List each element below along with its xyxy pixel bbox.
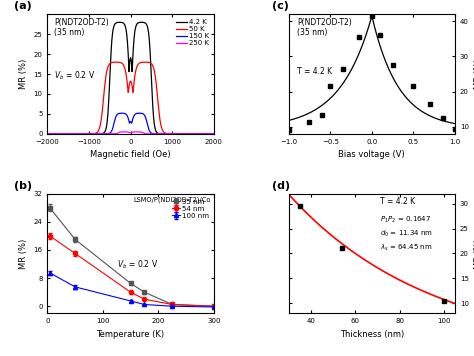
150 K	[211, 132, 217, 136]
50 K	[115, 60, 120, 64]
50 K	[211, 132, 217, 136]
4.2 K	[165, 132, 171, 136]
Legend: 35 nm, 54 nm, 100 nm: 35 nm, 54 nm, 100 nm	[170, 197, 210, 220]
Text: P(NDT2OD-T2)
(35 nm): P(NDT2OD-T2) (35 nm)	[54, 18, 109, 37]
Line: 4.2 K: 4.2 K	[47, 22, 214, 134]
X-axis label: Bias voltage (V): Bias voltage (V)	[338, 150, 405, 159]
Line: 50 K: 50 K	[47, 62, 214, 134]
250 K	[116, 130, 121, 135]
150 K	[45, 132, 50, 136]
Text: (d): (d)	[272, 181, 290, 191]
50 K	[45, 132, 50, 136]
4.2 K	[211, 132, 217, 136]
Text: T = 4.2 K: T = 4.2 K	[297, 67, 332, 76]
Text: P(NDT2OD-T2)
(35 nm): P(NDT2OD-T2) (35 nm)	[297, 18, 352, 37]
Text: $V_b$ = 0.2 V: $V_b$ = 0.2 V	[54, 69, 95, 82]
X-axis label: Temperature (K): Temperature (K)	[97, 330, 164, 339]
4.2 K	[117, 20, 122, 25]
4.2 K	[114, 20, 120, 25]
X-axis label: Magnetic field (Oe): Magnetic field (Oe)	[90, 150, 171, 159]
4.2 K	[124, 30, 129, 35]
4.2 K	[206, 132, 211, 136]
250 K	[198, 132, 203, 136]
Line: 250 K: 250 K	[47, 132, 214, 134]
Text: (a): (a)	[14, 1, 32, 11]
Y-axis label: MR (%): MR (%)	[19, 239, 28, 268]
4.2 K	[198, 132, 203, 136]
150 K	[206, 132, 211, 136]
250 K	[124, 130, 129, 134]
150 K	[116, 111, 121, 116]
Legend: 4.2 K, 50 K, 150 K, 250 K: 4.2 K, 50 K, 150 K, 250 K	[175, 18, 210, 48]
150 K	[114, 112, 120, 116]
Text: T = 4.2 K: T = 4.2 K	[380, 197, 415, 206]
4.2 K	[116, 20, 121, 25]
250 K	[121, 130, 127, 134]
4.2 K	[45, 132, 50, 136]
150 K	[198, 132, 203, 136]
50 K	[198, 132, 203, 136]
50 K	[116, 60, 121, 64]
50 K	[206, 132, 211, 136]
150 K	[124, 112, 129, 117]
50 K	[165, 132, 171, 136]
50 K	[113, 60, 119, 64]
50 K	[124, 75, 129, 79]
250 K	[114, 131, 120, 135]
X-axis label: Thickness (nm): Thickness (nm)	[340, 330, 404, 339]
250 K	[206, 132, 211, 136]
150 K	[165, 132, 171, 136]
Y-axis label: MR (%): MR (%)	[19, 59, 28, 89]
250 K	[45, 132, 50, 136]
150 K	[119, 111, 125, 115]
Line: 150 K: 150 K	[47, 113, 214, 134]
Text: $P_1P_2$ = 0.1647
$d_0$ = 11.34 nm
$\lambda_s$ = 64.45 nm: $P_1P_2$ = 0.1647 $d_0$ = 11.34 nm $\lam…	[380, 215, 433, 253]
Text: (b): (b)	[14, 181, 32, 191]
Text: $V_b$ = 0.2 V: $V_b$ = 0.2 V	[117, 259, 159, 271]
Text: LSMO/P(NDI2OD-T2)/Co: LSMO/P(NDI2OD-T2)/Co	[133, 196, 210, 203]
250 K	[211, 132, 217, 136]
250 K	[165, 132, 171, 136]
Text: (c): (c)	[272, 1, 289, 11]
